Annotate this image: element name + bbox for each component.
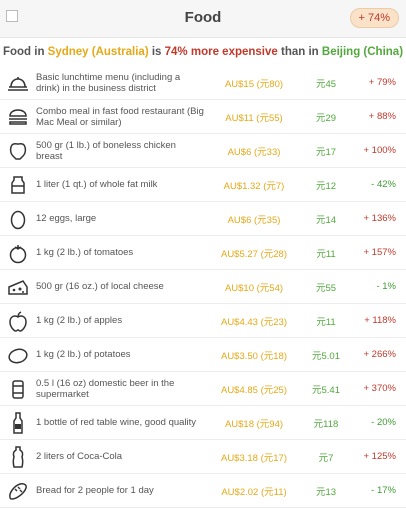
price-difference: - 20% [371, 417, 396, 428]
price-city-b: 元11 [316, 248, 336, 260]
price-city-a: AU$2.02 (元11) [221, 486, 287, 498]
price-city-a: AU$6 (元35) [227, 214, 281, 226]
item-name: 500 gr (1 lb.) of boneless chicken breas… [36, 139, 176, 162]
price-city-a: AU$15 (元80) [224, 78, 284, 90]
price-difference: + 136% [363, 213, 397, 224]
wine-icon [0, 406, 36, 439]
price-city-b: 元5.01 [312, 350, 340, 362]
section-title: Food [184, 9, 222, 26]
bread-icon [0, 474, 36, 507]
price-difference: - 17% [371, 485, 396, 496]
price-city-b: 元29 [315, 112, 337, 124]
price-city-b: 元13 [315, 486, 337, 498]
price-city-a: AU$4.85 (元25) [220, 384, 287, 396]
egg-icon [0, 202, 36, 235]
item-name: 1 kg (2 lb.) of tomatoes [36, 247, 134, 258]
summary-percent: 74% more expensive [164, 46, 278, 58]
price-city-a: AU$11 (元55) [225, 112, 283, 124]
city-a-name[interactable]: Sydney (Australia) [47, 46, 149, 58]
section-header[interactable]: Food + 74% [0, 0, 406, 38]
milk-icon [0, 168, 36, 201]
summary-prefix: Food in [2, 46, 48, 58]
price-city-a: AU$4.43 (元23) [220, 316, 287, 328]
summary-is: is [148, 46, 165, 58]
cola-icon [0, 440, 36, 473]
table-row: 1 kg (2 lb.) of tomatoes AU$5.27 (元28) 元11… [0, 236, 406, 270]
price-city-b: 元5.41 [312, 384, 340, 396]
price-difference: + 266% [363, 349, 397, 360]
difference-badge: + 74% [349, 8, 399, 28]
chicken-icon [0, 134, 36, 167]
item-name: Bread for 2 people for 1 day [36, 485, 154, 496]
price-city-b: 元11 [316, 316, 336, 328]
summary-than: than in [277, 46, 322, 58]
table-row: 1 kg (2 lb.) of apples AU$4.43 (元23) 元11 + … [0, 304, 406, 338]
table-row: 0.5 l (16 oz) domestic beer in the super… [0, 372, 406, 406]
price-city-a: AU$3.18 (元17) [220, 452, 287, 464]
item-name: 1 bottle of red table wine, good quality [36, 417, 197, 428]
price-city-b: 元118 [313, 418, 339, 430]
item-name: 0.5 l (16 oz) domestic beer in the super… [36, 377, 175, 400]
price-difference: + 157% [363, 247, 397, 258]
cheese-icon [0, 270, 36, 303]
beer-icon [0, 372, 36, 405]
item-name: 12 eggs, large [36, 213, 97, 224]
item-name: Basic lunchtime menu (including a drink)… [36, 71, 181, 94]
table-row: Basic lunchtime menu (including a drink)… [0, 66, 406, 100]
price-city-a: AU$1.32 (元7) [223, 180, 285, 192]
table-row: 1 bottle of red table wine, good quality… [0, 406, 406, 440]
table-row: 500 gr (1 lb.) of boneless chicken breas… [0, 134, 406, 168]
tomato-icon [0, 236, 36, 269]
burger-icon [0, 100, 36, 133]
price-difference: + 118% [364, 315, 396, 326]
item-name: 1 kg (2 lb.) of apples [36, 315, 123, 326]
price-city-a: AU$6 (元33) [227, 146, 281, 158]
table-row: Bread for 2 people for 1 day AU$2.02 (元11… [0, 474, 406, 508]
table-row: 500 gr (16 oz.) of local cheese AU$10 (元5… [0, 270, 406, 304]
price-city-a: AU$18 (元94) [224, 418, 284, 430]
price-city-b: 元12 [315, 180, 337, 192]
potato-icon [0, 338, 36, 371]
item-name: 1 kg (2 lb.) of potatoes [36, 349, 131, 360]
price-city-b: 元55 [315, 282, 337, 294]
price-city-a: AU$5.27 (元28) [220, 248, 287, 260]
price-difference: + 79% [368, 77, 396, 88]
price-city-b: 元14 [315, 214, 337, 226]
table-row: 1 liter (1 qt.) of whole fat milk AU$1.32… [0, 168, 406, 202]
price-difference: + 370% [363, 383, 397, 394]
price-difference: - 1% [376, 281, 396, 292]
table-row: 1 kg (2 lb.) of potatoes AU$3.50 (元18) 元5.… [0, 338, 406, 372]
price-city-a: AU$10 (元54) [224, 282, 284, 294]
comparison-summary: Food in Sydney (Australia) is 74% more e… [0, 38, 406, 66]
price-difference: + 100% [363, 145, 397, 156]
price-table: Basic lunchtime menu (including a drink)… [0, 66, 406, 508]
price-difference: - 42% [371, 179, 396, 190]
item-name: Combo meal in fast food restaurant (Big … [36, 105, 204, 128]
lunch-menu-icon [0, 66, 36, 99]
price-city-b: 元17 [315, 146, 337, 158]
price-city-a: AU$3.50 (元18) [220, 350, 287, 362]
table-row: 12 eggs, large AU$6 (元35) 元14 + 136% [0, 202, 406, 236]
table-row: Combo meal in fast food restaurant (Big … [0, 100, 406, 134]
city-b-name[interactable]: Beijing (China) [321, 46, 404, 58]
price-city-b: 元45 [315, 78, 337, 90]
price-city-b: 元7 [318, 452, 334, 464]
price-difference: + 88% [368, 111, 396, 122]
item-name: 1 liter (1 qt.) of whole fat milk [36, 179, 158, 190]
table-row: 2 liters of Coca-Cola AU$3.18 (元17) 元7 + 12… [0, 440, 406, 474]
price-difference: + 125% [363, 451, 397, 462]
item-name: 500 gr (16 oz.) of local cheese [36, 281, 164, 292]
item-name: 2 liters of Coca-Cola [36, 451, 123, 462]
apple-icon [0, 304, 36, 337]
collapse-icon[interactable] [6, 10, 18, 22]
